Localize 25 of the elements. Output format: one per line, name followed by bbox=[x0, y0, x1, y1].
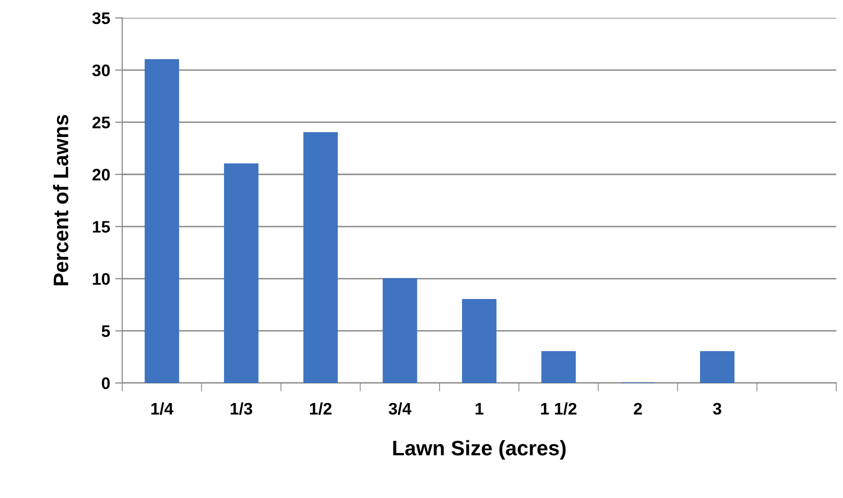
x-tick-label: 1/4 bbox=[151, 402, 174, 415]
x-tick-label: 3/4 bbox=[388, 402, 412, 415]
x-tick-label: 1/3 bbox=[230, 402, 252, 415]
bar bbox=[700, 351, 734, 383]
x-tick-label: 1/2 bbox=[310, 402, 332, 415]
y-tick-label: 20 bbox=[92, 168, 110, 181]
bar bbox=[144, 59, 180, 383]
bar bbox=[224, 163, 258, 383]
y-tick-label: 35 bbox=[92, 12, 110, 24]
bar bbox=[303, 132, 338, 383]
x-tick-label: 1 bbox=[476, 403, 484, 414]
y-tick-label: 10 bbox=[92, 273, 110, 285]
bar bbox=[382, 278, 418, 383]
x-tick-label: 2 bbox=[634, 402, 642, 414]
bar bbox=[462, 298, 496, 383]
x-axis-title: Lawn Size (acres) bbox=[393, 440, 566, 460]
y-tick-label: 25 bbox=[92, 116, 110, 128]
y-axis-title: Percent of Lawns bbox=[53, 115, 68, 286]
y-tick-label: 30 bbox=[92, 64, 110, 76]
y-tick-label: 15 bbox=[92, 221, 110, 233]
y-tick-label: 5 bbox=[102, 325, 110, 338]
bar bbox=[541, 351, 576, 383]
x-tick-label: 3 bbox=[713, 402, 722, 415]
x-tick-label: 1 1/2 bbox=[541, 402, 576, 415]
y-tick-label: 0 bbox=[102, 377, 110, 390]
